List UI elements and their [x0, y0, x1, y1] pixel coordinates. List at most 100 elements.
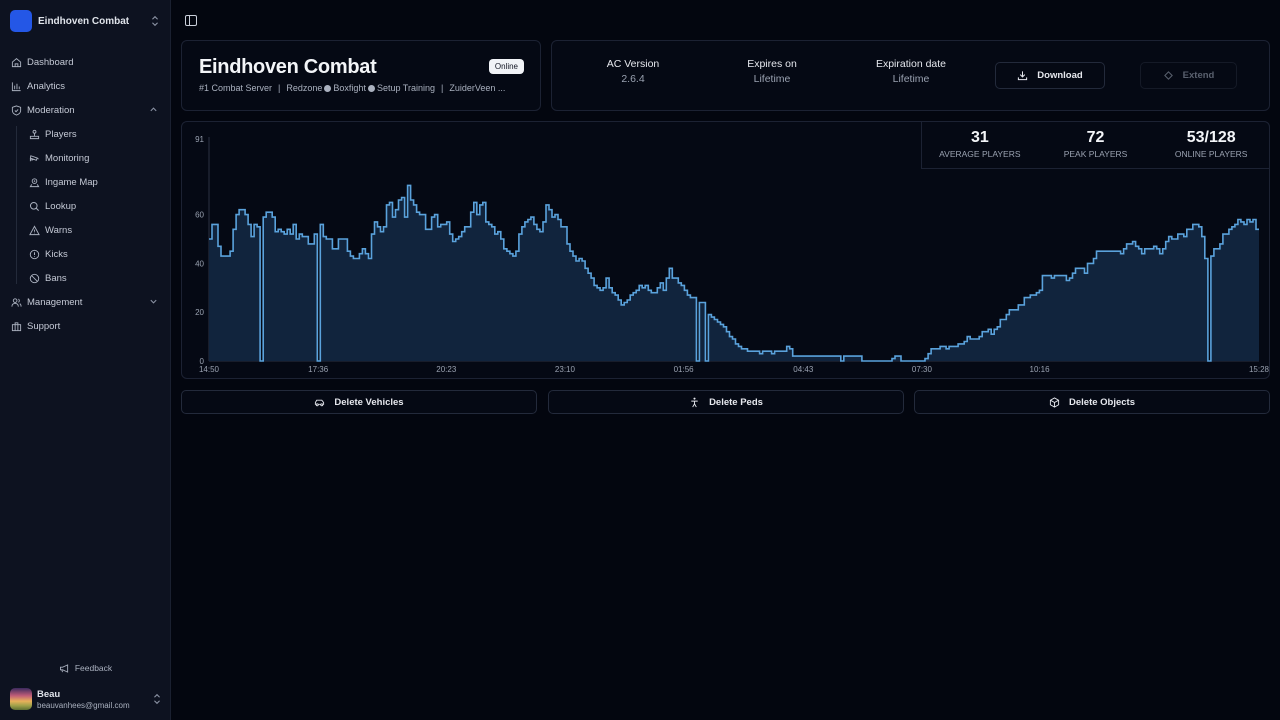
- chart-line: [209, 184, 1259, 362]
- warning-icon: [29, 224, 40, 235]
- expiration-date-label: Expiration date: [875, 58, 947, 70]
- brand-name: Eindhoven Combat: [38, 15, 130, 27]
- delete-objects-button[interactable]: Delete Objects: [914, 390, 1270, 414]
- server-mode: Redzone: [286, 83, 323, 93]
- download-button[interactable]: Download: [995, 62, 1105, 89]
- chevron-down-icon: [150, 299, 157, 304]
- sidebar-item-warns[interactable]: Warns: [0, 218, 171, 242]
- sidebar-item-label: Ingame Map: [45, 176, 98, 188]
- sidebar-item-label: Warns: [45, 224, 73, 236]
- server-title: Eindhoven Combat: [199, 56, 377, 78]
- x-tick-label: 17:36: [308, 365, 329, 374]
- server-description: #1 Combat Server | Redzone Boxfight Setup Tr…: [199, 83, 505, 93]
- expiration-date: Expiration date Lifetime: [851, 58, 971, 85]
- sidebar-item-lookup[interactable]: Lookup: [0, 194, 171, 218]
- sidebar-item-bans[interactable]: Bans: [0, 266, 171, 290]
- expires-on: Expires on Lifetime: [712, 58, 832, 85]
- x-tick-label: 01:56: [674, 365, 695, 374]
- sidebar-item-label: Lookup: [45, 200, 77, 212]
- x-tick-label: 04:43: [793, 365, 814, 374]
- expires-on-label: Expires on: [747, 58, 797, 70]
- stat-average-players: 31 AVERAGE PLAYERS: [922, 122, 1038, 168]
- expiration-date-value: Lifetime: [892, 73, 930, 85]
- sidebar-item-dashboard[interactable]: Dashboard: [0, 50, 171, 74]
- user-menu[interactable]: Beau beauvanhees@gmail.com: [10, 687, 162, 711]
- sidebar: Eindhoven Combat Dashboard Analytics Mod…: [0, 0, 171, 720]
- stat-label: PEAK PLAYERS: [1063, 149, 1128, 159]
- player-stats: 31 AVERAGE PLAYERS 72 PEAK PLAYERS 53/12…: [921, 121, 1270, 169]
- chevrons-up-down-icon: [154, 693, 160, 705]
- sidebar-item-monitoring[interactable]: Monitoring: [0, 146, 171, 170]
- expires-on-value: Lifetime: [753, 73, 791, 85]
- box-icon: [1049, 396, 1060, 408]
- sidebar-item-label: Players: [45, 128, 77, 140]
- team-switcher[interactable]: Eindhoven Combat: [10, 9, 160, 33]
- submenu-line: [16, 126, 17, 284]
- delete-vehicles-label: Delete Vehicles: [334, 396, 404, 408]
- sidebar-item-label: Moderation: [27, 104, 75, 116]
- ban-icon: [29, 273, 40, 283]
- sidebar-item-analytics[interactable]: Analytics: [0, 74, 171, 98]
- shield-icon: [11, 104, 22, 116]
- sidebar-item-ingame-map[interactable]: Ingame Map: [0, 170, 171, 194]
- y-tick-label: 40: [195, 259, 204, 268]
- sidebar-item-kicks[interactable]: Kicks: [0, 242, 171, 266]
- user-name: Beau: [37, 688, 61, 700]
- stat-value: 53/128: [1186, 129, 1236, 146]
- home-icon: [11, 57, 22, 67]
- megaphone-icon: [59, 663, 68, 673]
- bar-chart-icon: [11, 81, 21, 91]
- x-tick-label: 20:23: [436, 365, 457, 374]
- y-tick-label: 20: [195, 308, 204, 317]
- feedback-label: Feedback: [74, 663, 113, 673]
- sidebar-item-support[interactable]: Support: [0, 314, 171, 338]
- download-icon: [1018, 71, 1028, 81]
- dot-separator: [324, 84, 332, 92]
- sidebar-toggle-icon[interactable]: [185, 15, 197, 26]
- x-tick-label: 23:10: [555, 365, 576, 374]
- delete-objects-label: Delete Objects: [1069, 396, 1135, 408]
- delete-peds-label: Delete Peds: [709, 396, 763, 408]
- stat-value: 72: [1086, 129, 1105, 146]
- sidebar-item-label: Monitoring: [45, 152, 90, 164]
- person-icon: [691, 397, 698, 407]
- extend-label: Extend: [1182, 70, 1215, 81]
- joystick-icon: [29, 129, 40, 139]
- server-location: ZuiderVeen ...: [449, 83, 506, 93]
- search-icon: [29, 201, 39, 211]
- delete-vehicles-button[interactable]: Delete Vehicles: [181, 390, 537, 414]
- sidebar-nav: Dashboard Analytics Moderation Players M…: [0, 50, 171, 338]
- sidebar-item-label: Bans: [45, 272, 67, 284]
- sidebar-item-management[interactable]: Management: [0, 290, 171, 314]
- ac-version: AC Version 2.6.4: [573, 58, 693, 85]
- x-tick-label: 07:30: [912, 365, 933, 374]
- ac-version-label: AC Version: [606, 58, 660, 70]
- status-badge: Online: [488, 59, 524, 74]
- y-tick-label: 0: [200, 357, 205, 366]
- feedback-button[interactable]: Feedback: [0, 660, 171, 676]
- separator: |: [278, 83, 281, 93]
- sidebar-item-label: Kicks: [45, 248, 68, 260]
- diamond-icon: [1163, 71, 1173, 80]
- extend-button[interactable]: Extend: [1140, 62, 1237, 89]
- player-count-chart: 0 20 40 60 91 14:50 17:36 20:23 23:10 01:56 04:43 0…: [195, 135, 1269, 374]
- license-info-card: AC Version 2.6.4 Expires on Lifetime Exp…: [551, 40, 1270, 111]
- player-chart-card: 0 20 40 60 91 14:50 17:36 20:23 23:10 01:56 04:43 0…: [181, 121, 1270, 379]
- alert-circle-icon: [29, 249, 40, 259]
- stat-label: ONLINE PLAYERS: [1174, 149, 1248, 159]
- sidebar-item-label: Analytics: [27, 80, 66, 92]
- users-icon: [11, 297, 22, 307]
- y-tick-label: 91: [195, 135, 204, 144]
- server-tagline: #1 Combat Server: [199, 83, 273, 93]
- separator: |: [441, 83, 444, 93]
- stat-label: AVERAGE PLAYERS: [939, 149, 1021, 159]
- x-tick-label: 14:50: [199, 365, 220, 374]
- map-pin-icon: [29, 177, 40, 187]
- y-tick-label: 60: [195, 211, 204, 220]
- sidebar-item-players[interactable]: Players: [0, 122, 171, 146]
- delete-peds-button[interactable]: Delete Peds: [548, 390, 904, 414]
- chevrons-up-down-icon: [152, 15, 158, 27]
- user-email: beauvanhees@gmail.com: [37, 700, 130, 710]
- cctv-icon: [29, 154, 39, 161]
- sidebar-item-moderation[interactable]: Moderation: [0, 98, 171, 122]
